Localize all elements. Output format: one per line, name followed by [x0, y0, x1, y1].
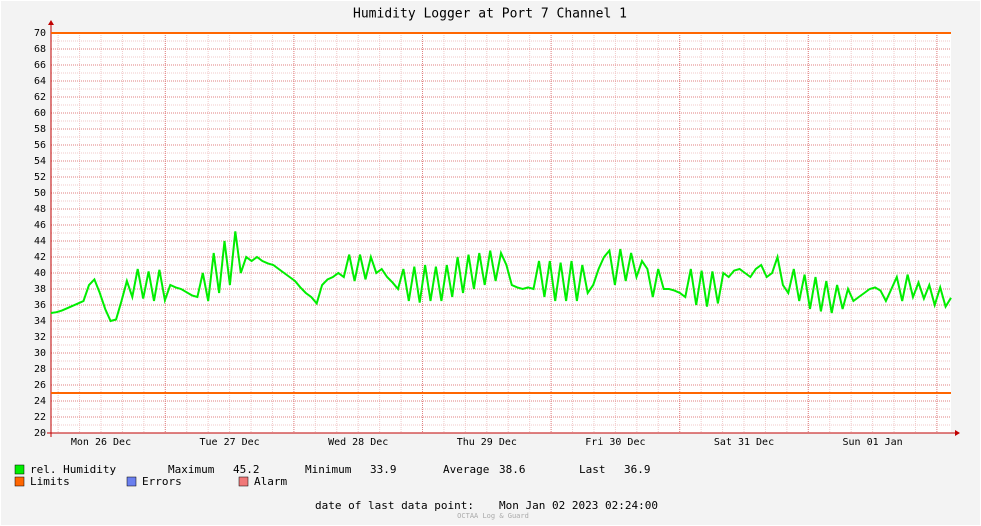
chart-title: Humidity Logger at Port 7 Channel 1 — [353, 7, 627, 22]
y-tick-label: 48 — [34, 204, 46, 215]
stat-label: Maximum — [168, 463, 215, 476]
y-tick-label: 52 — [34, 172, 46, 183]
arrow — [48, 20, 54, 25]
x-tick-label: Mon 26 Dec — [71, 437, 131, 448]
legend-label: Errors — [142, 475, 182, 488]
y-tick-label: 22 — [34, 412, 46, 423]
y-tick-label: 28 — [34, 364, 46, 375]
y-tick-label: 44 — [34, 236, 46, 247]
y-tick-label: 58 — [34, 124, 46, 135]
y-tick-label: 38 — [34, 284, 46, 295]
y-tick-label: 36 — [34, 300, 46, 311]
y-tick-label: 24 — [34, 396, 46, 407]
y-tick-label: 26 — [34, 380, 46, 391]
y-tick-label: 32 — [34, 332, 46, 343]
y-tick-label: 70 — [34, 28, 46, 39]
y-tick-label: 42 — [34, 252, 46, 263]
x-tick-label: Thu 29 Dec — [457, 437, 517, 448]
x-tick-label: Sun 01 Jan — [842, 437, 902, 448]
footer-value: Mon Jan 02 2023 02:24:00 — [499, 499, 658, 512]
x-tick-label: Fri 30 Dec — [585, 437, 645, 448]
x-tick-label: Sat 31 Dec — [714, 437, 774, 448]
y-tick-label: 56 — [34, 140, 46, 151]
y-tick-label: 60 — [34, 108, 46, 119]
legend-label: Limits — [30, 475, 70, 488]
y-tick-label: 40 — [34, 268, 46, 279]
x-tick-label: Tue 27 Dec — [199, 437, 259, 448]
watermark: OCTAA Log & Guard — [457, 512, 529, 520]
legend-swatch — [14, 464, 25, 475]
arrow — [955, 430, 960, 436]
legend-swatch — [14, 476, 25, 487]
stat-label: Average — [443, 463, 489, 476]
footer-label: date of last data point: — [315, 499, 474, 512]
y-tick-label: 54 — [34, 156, 46, 167]
stat-value: 33.9 — [370, 463, 397, 476]
y-tick-label: 66 — [34, 60, 46, 71]
y-tick-label: 46 — [34, 220, 46, 231]
stat-value: 45.2 — [233, 463, 260, 476]
y-tick-label: 64 — [34, 76, 46, 87]
y-tick-label: 20 — [34, 428, 46, 439]
y-tick-label: 62 — [34, 92, 46, 103]
stat-value: 36.9 — [624, 463, 651, 476]
x-tick-label: Wed 28 Dec — [328, 437, 388, 448]
stat-label: Minimum — [305, 463, 352, 476]
y-tick-label: 30 — [34, 348, 46, 359]
y-tick-label: 50 — [34, 188, 46, 199]
stat-label: Last — [579, 463, 606, 476]
stat-value: 38.6 — [499, 463, 526, 476]
y-tick-label: 68 — [34, 44, 46, 55]
y-tick-label: 34 — [34, 316, 46, 327]
legend-label: Alarm — [254, 475, 287, 488]
legend-swatch — [126, 476, 137, 487]
data-line — [50, 231, 952, 323]
legend-label: rel. Humidity — [30, 463, 116, 476]
legend-swatch — [238, 476, 249, 487]
